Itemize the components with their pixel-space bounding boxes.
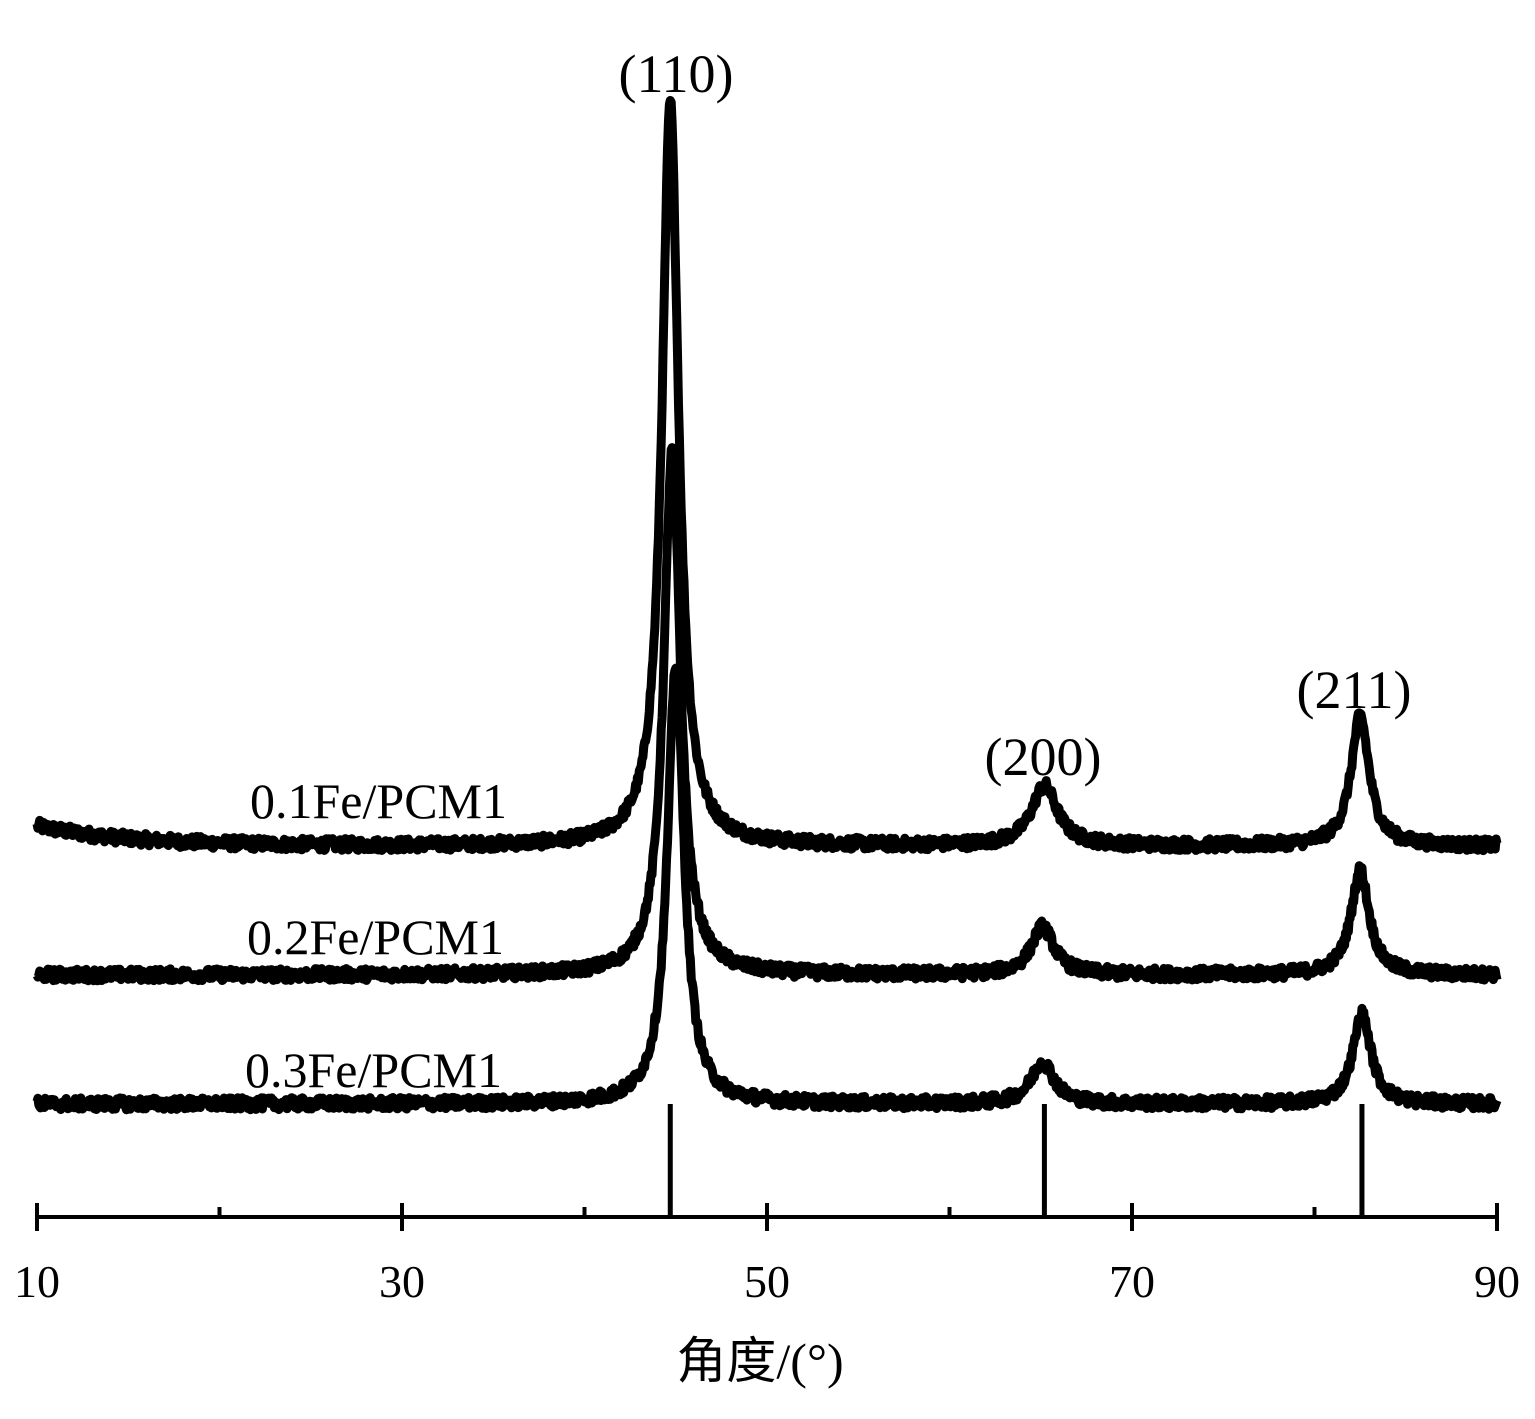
- reference-lines: [667, 1104, 1365, 1217]
- minor-ticks: [217, 1207, 1317, 1217]
- peak-label-110: (110): [619, 44, 734, 104]
- peak-labels: (110) (200) (211): [619, 44, 1412, 787]
- series-trace-2: [32, 663, 1502, 1115]
- x-tick-label-70: 70: [1109, 1256, 1155, 1307]
- series-trace-0: [32, 96, 1502, 856]
- series-label-0: 0.1Fe/PCM1: [250, 773, 507, 829]
- major-ticks: [35, 1203, 1499, 1231]
- peak-label-200: (200): [985, 727, 1102, 787]
- x-tick-label-30: 30: [379, 1256, 425, 1307]
- series-traces: [32, 96, 1502, 1115]
- x-axis-title: 角度/(°): [676, 1333, 843, 1389]
- series-labels: 0.1Fe/PCM1 0.2Fe/PCM1 0.3Fe/PCM1: [245, 773, 507, 1098]
- x-axis: 10 30 50 70 90 角度/(°): [14, 1203, 1520, 1389]
- x-tick-label-90: 90: [1474, 1256, 1520, 1307]
- peak-label-211: (211): [1297, 660, 1412, 720]
- x-tick-label-10: 10: [14, 1256, 60, 1307]
- series-trace-1: [32, 443, 1502, 986]
- series-label-2: 0.3Fe/PCM1: [245, 1042, 502, 1098]
- x-tick-label-50: 50: [744, 1256, 790, 1307]
- series-label-1: 0.2Fe/PCM1: [247, 909, 504, 965]
